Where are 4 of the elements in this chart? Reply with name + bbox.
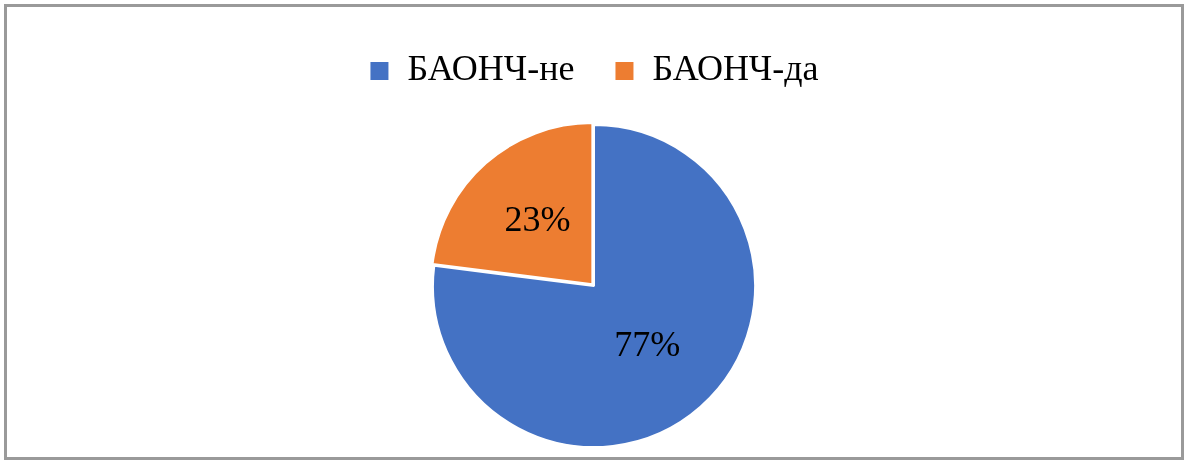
legend-label: БАОНЧ-не	[407, 48, 575, 89]
legend-label: БАОНЧ-да	[652, 48, 819, 89]
data-label: 23%	[504, 199, 571, 240]
data-label: 77%	[614, 323, 681, 364]
